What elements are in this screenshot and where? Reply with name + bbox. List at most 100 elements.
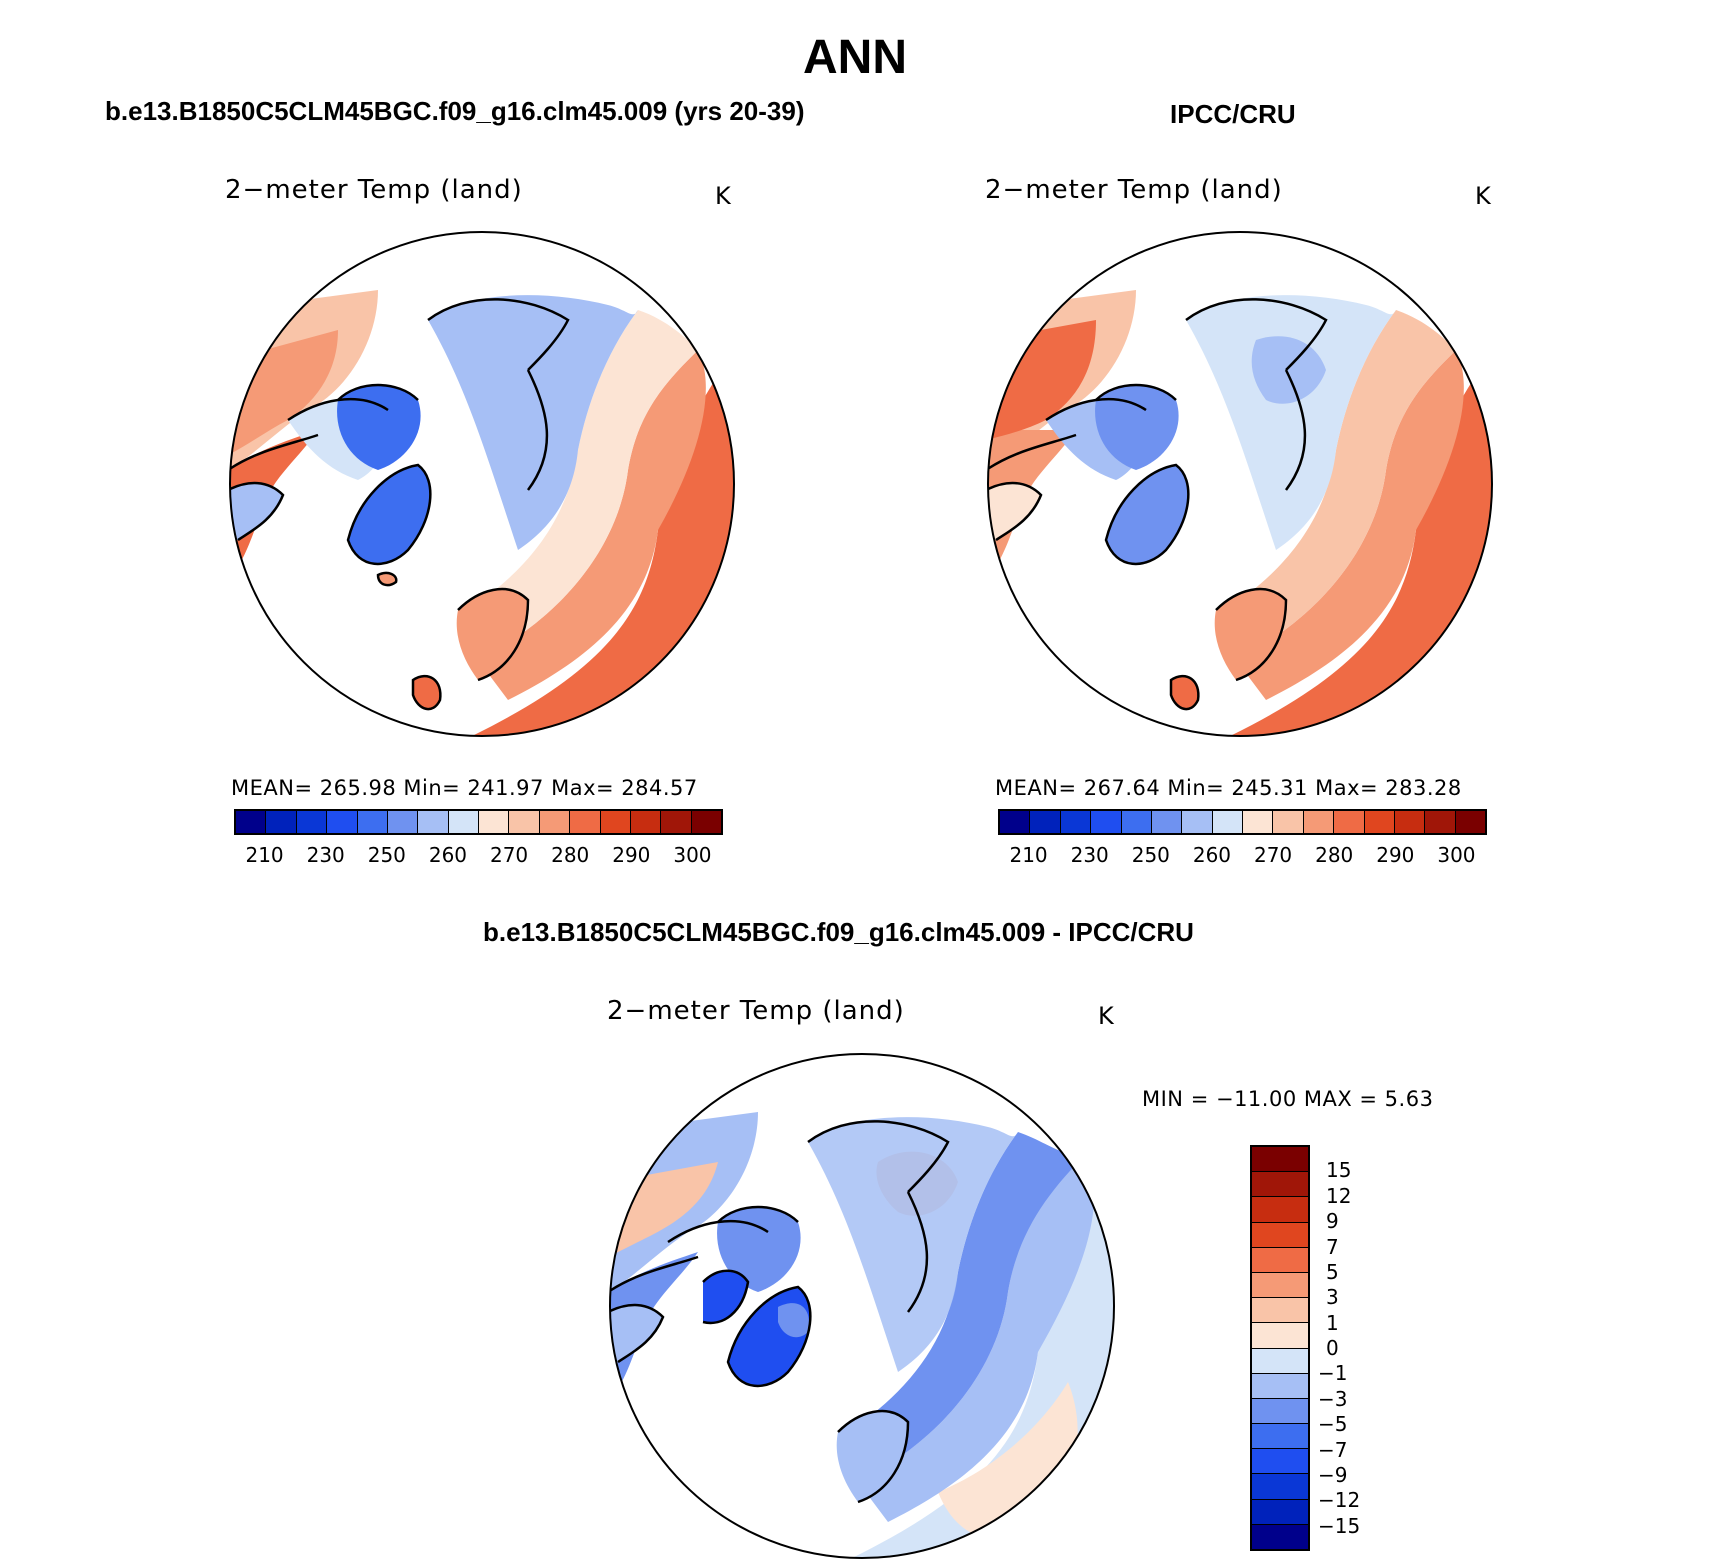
- obs-colorbar-swatch: [1273, 811, 1304, 833]
- diff-colorbar-tick-label: −3: [1318, 1386, 1348, 1411]
- diff-region-siberia-north: [808, 1117, 1018, 1372]
- model-colorbar-swatch: [479, 811, 510, 833]
- model-region-siberia-light: [468, 310, 698, 660]
- diff-units-label: K: [1098, 1002, 1114, 1030]
- diff-colorbar-swatch: [1252, 1323, 1308, 1349]
- obs-region-eurasia-south: [1226, 350, 1492, 736]
- obs-colorbar-swatch: [1030, 811, 1061, 833]
- model-case-title: b.e13.B1850C5CLM45BGC.f09_g16.clm45.009 …: [105, 96, 805, 126]
- obs-region-uk: [1171, 676, 1199, 710]
- diff-colorbar-tick-label: 7: [1326, 1234, 1339, 1259]
- diff-colorbar-tick-label: −9: [1318, 1462, 1348, 1487]
- diff-minmax: MIN = −11.00 MAX = 5.63: [1142, 1087, 1434, 1111]
- diff-colorbar-tick-label: −12: [1318, 1488, 1361, 1513]
- diff-colorbar-swatch: [1252, 1272, 1308, 1299]
- model-region-scandinavia: [456, 589, 528, 680]
- obs-colorbar-swatch: [1212, 811, 1243, 833]
- diff-colorbar-swatch: [1252, 1524, 1308, 1549]
- model-region-na-south: [230, 430, 318, 580]
- model-colorbar-tick-label: 210: [245, 843, 284, 867]
- obs-colorbar-swatch: [1182, 811, 1213, 833]
- model-colorbar-swatch: [387, 811, 419, 833]
- diff-region-siberia-cool: [848, 1132, 1088, 1482]
- obs-stats: MEAN= 267.64 Min= 245.31 Max= 283.28: [995, 776, 1462, 800]
- obs-region-greenland: [1106, 465, 1189, 564]
- model-units-label: K: [715, 182, 731, 210]
- obs-colorbar-swatch: [1303, 811, 1335, 833]
- diff-colorbar-tick-label: −15: [1318, 1513, 1361, 1538]
- model-colorbar-swatch: [539, 811, 571, 833]
- model-polar-map: [229, 231, 735, 737]
- obs-region-archipelago: [1095, 385, 1179, 470]
- diff-colorbar-tick-label: 9: [1326, 1209, 1339, 1234]
- model-colorbar-swatch: [661, 811, 692, 833]
- obs-colorbar-swatch: [1334, 811, 1365, 833]
- diff-region-greenland-coast: [778, 1303, 809, 1338]
- obs-colorbar-swatch: [1394, 811, 1426, 833]
- diff-colorbar-swatch: [1252, 1298, 1308, 1324]
- diff-colorbar-swatch: [1252, 1172, 1308, 1198]
- diff-colorbar: [1250, 1145, 1310, 1551]
- model-colorbar-tick-label: 230: [306, 843, 345, 867]
- diff-variable-label: 2−meter Temp (land): [607, 996, 905, 1026]
- obs-colorbar-swatch: [1425, 811, 1456, 833]
- model-colorbar-labels: 210 230 250 260 270 280 290 300: [234, 843, 723, 869]
- diff-region-baffin: [703, 1270, 748, 1323]
- model-region-uk: [413, 676, 441, 710]
- diff-colorbar-tick-label: 1: [1326, 1310, 1339, 1335]
- diff-colorbar-swatch: [1252, 1197, 1308, 1223]
- model-colorbar-swatch: [296, 811, 328, 833]
- diff-colorbar-swatch: [1252, 1247, 1308, 1273]
- obs-colorbar-swatch: [1060, 811, 1092, 833]
- diff-colorbar-labels: 15 12 9 7 5 3 1 0 −1 −3 −5 −7 −9 −12 −15: [1318, 1145, 1398, 1551]
- obs-colorbar: [998, 809, 1487, 835]
- model-variable-label: 2−meter Temp (land): [225, 175, 523, 205]
- obs-colorbar-tick-label: 230: [1070, 843, 1109, 867]
- diff-colorbar-tick-label: 12: [1326, 1183, 1352, 1208]
- model-colorbar-swatch: [418, 811, 449, 833]
- diff-polar-map: [609, 1053, 1115, 1559]
- diff-colorbar-swatch: [1252, 1474, 1308, 1500]
- diff-colorbar-tick-label: 0: [1326, 1336, 1339, 1360]
- model-region-siberia-cool: [428, 295, 638, 550]
- diff-region-canada: [610, 1252, 698, 1402]
- obs-colorbar-tick-label: 290: [1376, 843, 1415, 867]
- model-colorbar-swatch: [600, 811, 631, 833]
- model-colorbar-swatch: [236, 811, 267, 833]
- diff-colorbar-swatch: [1252, 1147, 1308, 1173]
- obs-region-labrador: [988, 483, 1041, 540]
- obs-colorbar-tick-label: 260: [1192, 843, 1232, 867]
- model-region-eurasia-mid: [478, 350, 706, 700]
- obs-colorbar-tick-label: 270: [1253, 843, 1293, 867]
- obs-colorbar-tick-label: 280: [1315, 843, 1354, 867]
- obs-polar-map: [987, 231, 1493, 737]
- obs-colorbar-swatch: [1455, 811, 1485, 833]
- obs-colorbar-swatch: [1000, 811, 1031, 833]
- model-region-labrador: [230, 483, 283, 540]
- main-title: ANN: [803, 31, 907, 84]
- model-colorbar-swatch: [570, 811, 601, 833]
- model-colorbar-swatch: [691, 811, 721, 833]
- diff-colorbar-tick-label: 3: [1326, 1285, 1339, 1310]
- diff-colorbar-tick-label: −5: [1318, 1412, 1348, 1437]
- obs-variable-label: 2−meter Temp (land): [985, 175, 1283, 205]
- obs-case-title: IPCC/CRU: [1170, 99, 1296, 129]
- diff-colorbar-tick-label: −7: [1318, 1437, 1348, 1462]
- model-colorbar-tick-label: 280: [551, 843, 590, 867]
- obs-region-eurasia-mid: [1236, 350, 1464, 700]
- diff-colorbar-swatch: [1252, 1424, 1308, 1450]
- model-colorbar-swatch: [630, 811, 662, 833]
- obs-colorbar-swatch: [1151, 811, 1183, 833]
- diff-colorbar-tick-label: 15: [1326, 1158, 1352, 1183]
- diff-colorbar-tick-label: 5: [1326, 1259, 1339, 1284]
- model-colorbar-swatch: [357, 811, 388, 833]
- model-colorbar-swatch: [509, 811, 540, 833]
- model-colorbar-swatch: [448, 811, 479, 833]
- diff-region-labrador: [610, 1305, 663, 1362]
- obs-colorbar-swatch: [1243, 811, 1274, 833]
- model-colorbar-swatch: [327, 811, 358, 833]
- model-region-iceland: [378, 572, 397, 586]
- model-colorbar-tick-label: 270: [489, 843, 529, 867]
- obs-colorbar-swatch: [1091, 811, 1122, 833]
- obs-colorbar-tick-label: 250: [1131, 843, 1170, 867]
